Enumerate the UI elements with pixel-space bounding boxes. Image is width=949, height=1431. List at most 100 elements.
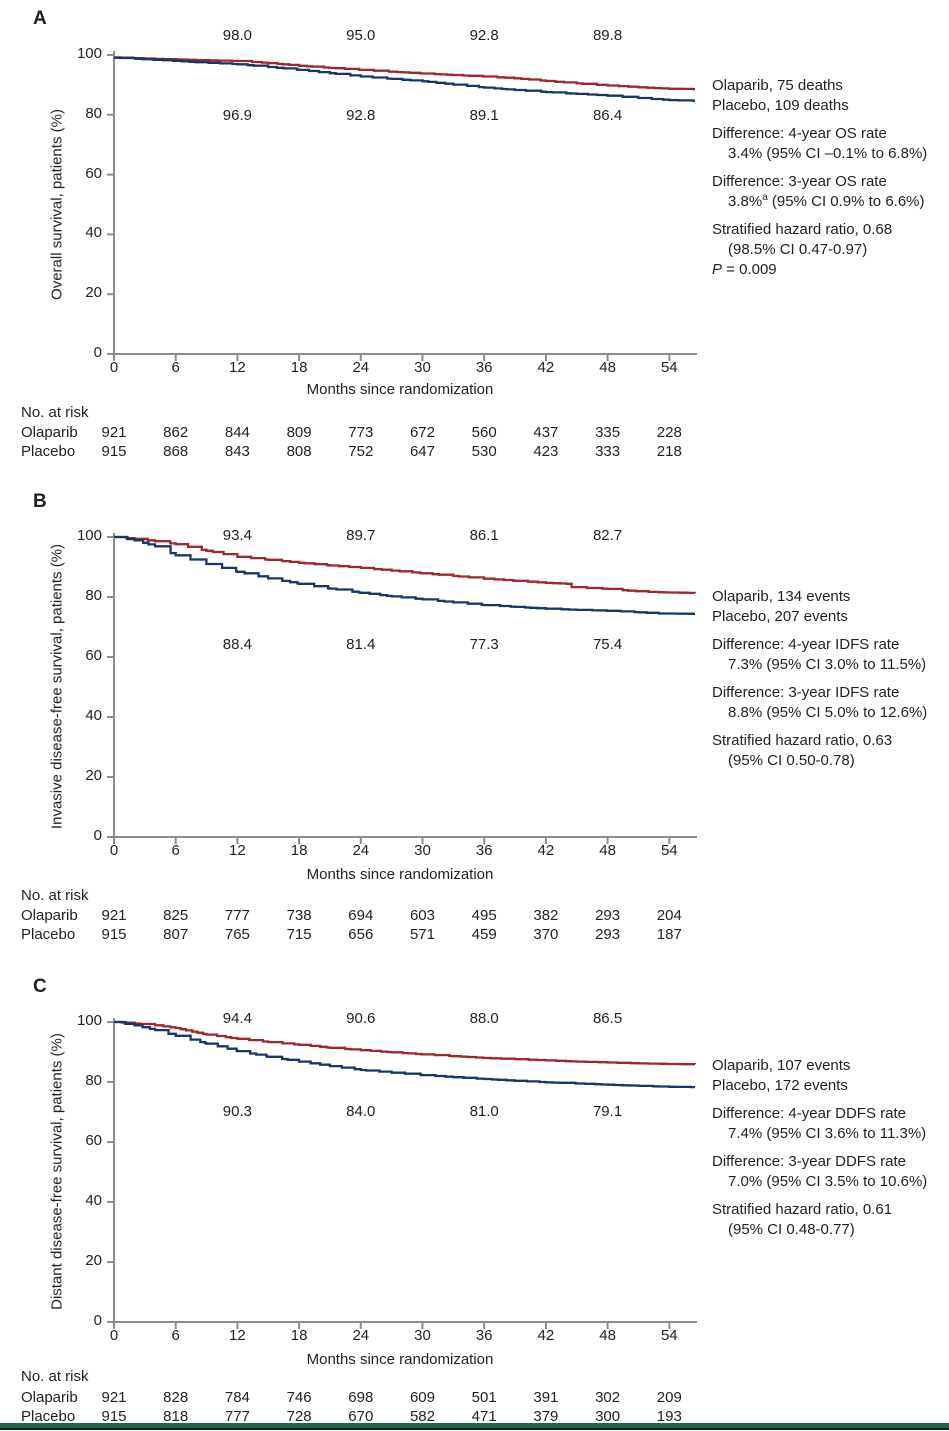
panel-A-at-risk-count: 868	[163, 443, 189, 460]
panel-A-y-tick-label: 100	[76, 45, 102, 62]
panel-B-x-tick-label: 12	[229, 842, 246, 859]
panel-B-olaparib-rate-annotation: 89.7	[346, 527, 376, 544]
panel-C-x-tick-label: 48	[599, 1327, 616, 1344]
panel-A-at-risk-count: 333	[595, 443, 621, 460]
panel-C-x-tick-label: 0	[109, 1327, 119, 1344]
panel-C-at-risk-count: 818	[163, 1408, 189, 1425]
panel-b-hazard-ratio: Stratified hazard ratio, 0.63	[712, 732, 893, 749]
panel-b-stats-block: Olaparib, 134 events Placebo, 207 events…	[712, 587, 927, 771]
panel-A-at-risk-count: 915	[101, 443, 127, 460]
panel-b-diff-3yr-value: 8.8% (95% CI 5.0% to 12.6%)	[728, 704, 928, 721]
panel-C-at-risk-count: 746	[286, 1389, 312, 1406]
panel-B-y-tick-label: 80	[85, 587, 102, 604]
panel-C-at-risk-count: 379	[533, 1408, 559, 1425]
panel-C-at-risk-count: 582	[409, 1408, 435, 1425]
panel-b-y-axis-title: Invasive disease-free survival, patients…	[48, 543, 66, 830]
panel-A-at-risk-count: 844	[224, 424, 250, 441]
panel-A-olaparib-rate-annotation: 98.0	[222, 27, 252, 44]
panel-A-at-risk-count: 921	[101, 424, 127, 441]
panel-A-y-tick-label: 0	[93, 344, 102, 361]
panel-B-at-risk-count: 293	[595, 907, 621, 924]
panel-B-olaparib-curve	[114, 535, 697, 595]
panel-A-x-tick-label: 42	[537, 359, 555, 376]
panel-A-at-risk-count: 752	[348, 443, 374, 460]
panel-a-stats-block: Olaparib, 75 deaths Placebo, 109 deaths …	[712, 76, 927, 280]
panel-B-olaparib-rate-annotation: 93.4	[222, 527, 252, 544]
panel-b-at-risk-row-olaparib-label: Olaparib	[21, 907, 78, 924]
panel-a-y-axis-title: Overall survival, patients (%)	[48, 109, 66, 300]
panel-B-olaparib-rate-annotation: 86.1	[469, 527, 499, 544]
panel-A-at-risk-count: 809	[286, 424, 312, 441]
panel-C-x-tick-label: 24	[352, 1327, 370, 1344]
panel-A-axis-lines	[113, 51, 697, 355]
panel-A-x-tick-label: 54	[660, 359, 678, 376]
panel-B-x-tick-label: 24	[352, 842, 370, 859]
panel-A-y-tick-label: 20	[85, 284, 102, 302]
panel-b-hazard-ratio-ci: (95% CI 0.50-0.78)	[728, 752, 855, 769]
panel-B-placebo-rate-annotation: 75.4	[592, 636, 623, 653]
panel-b-label: B	[33, 491, 47, 512]
panel-b-no-at-risk-label: No. at risk	[21, 887, 89, 904]
panel-A-placebo-rate-annotation: 92.8	[346, 107, 376, 124]
panel-B-at-risk-count: 293	[595, 926, 621, 943]
panel-B-x-tick-label: 0	[109, 842, 119, 859]
panel-b-diff-3yr-label: Difference: 3-year IDFS rate	[712, 684, 900, 701]
panel-B-at-risk-count: 738	[286, 907, 312, 924]
panel-c-diff-4yr-label: Difference: 4-year DDFS rate	[712, 1105, 906, 1122]
panel-C-at-risk-count: 784	[224, 1389, 250, 1406]
panel-b-at-risk-row-placebo-label: Placebo	[21, 926, 76, 943]
panel-A-placebo-curve	[114, 56, 695, 102]
panel-A-at-risk-count: 773	[348, 424, 374, 441]
panel-C-at-risk-count: 300	[595, 1408, 621, 1425]
panel-A-y-tick-label: 60	[85, 164, 102, 182]
panel-B-at-risk-count: 921	[101, 907, 127, 924]
panel-B-placebo-rate-annotation: 77.3	[469, 636, 499, 653]
panel-B-at-risk-count: 603	[409, 907, 435, 924]
panel-B-at-risk-count: 495	[471, 907, 497, 924]
panel-C-axis-lines	[113, 1018, 697, 1323]
panel-B-x-tick-label: 36	[475, 842, 493, 859]
panel-A-olaparib-rate-annotation: 95.0	[346, 27, 376, 44]
panel-C-at-risk-count: 728	[286, 1408, 312, 1425]
panel-A-at-risk-count: 862	[163, 424, 189, 441]
panel-C-tick-marks	[107, 1021, 671, 1329]
panel-A-at-risk-count: 423	[533, 443, 559, 460]
panel-B-at-risk-count: 694	[348, 907, 374, 924]
panel-A-placebo-rate-annotation: 89.1	[469, 107, 499, 124]
panel-A-at-risk-count: 843	[224, 443, 250, 460]
panel-B-at-risk-count: 915	[101, 926, 127, 943]
panel-C-x-tick-label: 36	[475, 1327, 493, 1344]
panel-C-olaparib-curve	[114, 1020, 697, 1066]
panel-c-label: C	[33, 976, 47, 997]
panel-C-x-tick-label: 30	[414, 1327, 431, 1344]
panel-B-placebo-rate-annotation: 81.4	[346, 636, 376, 653]
panel-C-y-tick-label: 0	[93, 1312, 102, 1329]
panel-B-placebo-rate-annotation: 88.4	[222, 636, 252, 653]
panel-A-y-tick-label: 80	[85, 104, 102, 122]
panel-A-x-tick-label: 6	[171, 359, 180, 376]
panel-B-placebo-curve	[114, 535, 695, 615]
panel-c-diff-3yr-value: 7.0% (95% CI 3.5% to 10.6%)	[728, 1173, 928, 1190]
panel-C-at-risk-count: 915	[101, 1408, 127, 1425]
journal-footer-rule	[0, 1428, 949, 1430]
panel-C-olaparib-rate-annotation: 86.5	[592, 1010, 623, 1027]
panel-c-x-axis-title: Months since randomization	[306, 1351, 494, 1368]
panel-B-x-tick-label: 6	[171, 842, 180, 859]
panel-a-hazard-ratio: Stratified hazard ratio, 0.68	[712, 221, 893, 238]
panel-B-tick-marks	[107, 536, 671, 844]
panel-a-label: A	[33, 8, 47, 29]
panel-a-at-risk-row-placebo-label: Placebo	[21, 443, 76, 460]
panel-a-hazard-ratio-ci: (98.5% CI 0.47-0.97)	[728, 241, 868, 258]
panel-B-y-tick-label: 0	[93, 827, 102, 844]
panel-A-at-risk-count: 335	[595, 424, 621, 441]
panel-C-at-risk-count: 471	[471, 1408, 497, 1425]
panel-B-axis-lines	[113, 533, 697, 838]
panel-c-hazard-ratio: Stratified hazard ratio, 0.61	[712, 1201, 893, 1218]
panel-A-at-risk-count: 560	[471, 424, 497, 441]
panel-b-placebo-events: Placebo, 207 events	[712, 608, 848, 625]
panel-C-at-risk-count: 828	[163, 1389, 189, 1406]
panel-C-at-risk-count: 193	[656, 1408, 682, 1425]
panel-c-y-axis-title: Distant disease-free survival, patients …	[48, 1033, 66, 1310]
